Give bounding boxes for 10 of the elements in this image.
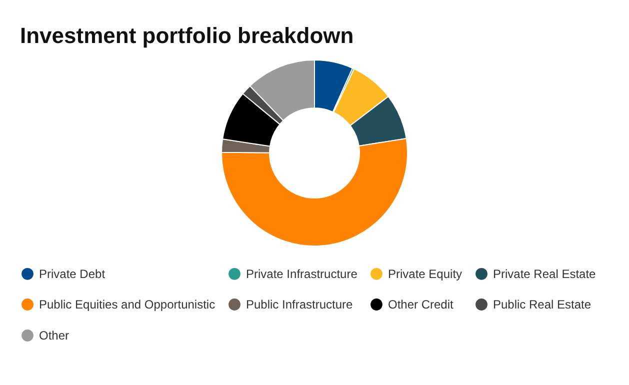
legend-label: Other	[39, 328, 70, 342]
legend-label: Private Real Estate	[493, 266, 596, 281]
legend-label: Other Credit	[388, 298, 454, 312]
legend-label: Public Real Estate	[493, 298, 592, 312]
legend-label: Public Infrastructure	[246, 298, 354, 312]
legend-label: Private Debt	[39, 266, 106, 281]
legend-label: Public Equities and Opportunistic	[39, 298, 216, 312]
legend-label: Private Equity	[388, 266, 462, 281]
chart-title: Investment portfolio breakdown	[20, 23, 354, 48]
legend-label: Private Infrastructure	[246, 266, 358, 281]
